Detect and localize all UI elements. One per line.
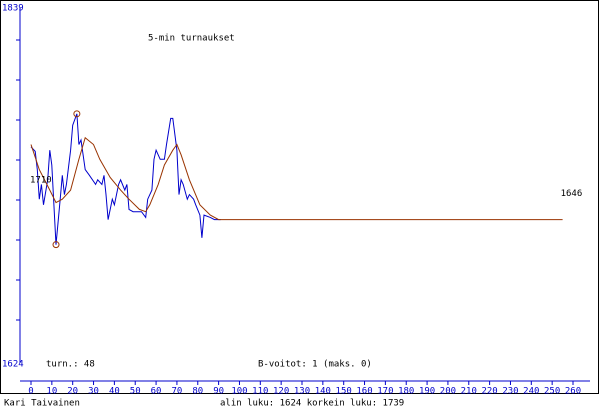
frame [0,0,599,394]
series-line [30,113,221,245]
chart-title: 5-min turnaukset [148,34,235,44]
author: Kari Taivainen [4,399,80,409]
x-tick-label: 170 [377,387,393,397]
x-tick-label: 150 [336,387,352,397]
x-tick-label: 40 [109,387,120,397]
x-tick-label: 160 [356,387,372,397]
extreme-marker [73,110,81,118]
extreme-marker [52,241,60,249]
x-tick-label: 220 [481,387,497,397]
x-tick-label: 110 [252,387,268,397]
x-tick-label: 180 [398,387,414,397]
x-tick-label: 80 [192,387,203,397]
x-tick-label: 140 [315,387,331,397]
x-tick-label: 260 [565,387,581,397]
games-count: turn.: 48 [46,360,95,370]
x-tick-label: 20 [67,387,78,397]
x-tick-label: 200 [440,387,456,397]
y-axis-ticks [16,39,20,321]
y-bottom-label: 1624 [2,360,24,370]
stats: alin luku: 1624 korkein luku: 1739 [220,399,404,409]
x-tick-label: 60 [151,387,162,397]
x-tick-label: 240 [523,387,539,397]
x-tick-label: 230 [502,387,518,397]
y-top-label: 1839 [2,4,24,14]
x-tick-label: 0 [28,387,33,397]
series-line [30,136,563,221]
x-tick-label: 90 [213,387,224,397]
x-tick-label: 190 [419,387,435,397]
x-tick-label: 10 [46,387,57,397]
start-value-label: 1710 [30,175,52,185]
x-tick-label: 70 [172,387,183,397]
x-tick-label: 210 [461,387,477,397]
x-tick-label: 120 [273,387,289,397]
wins-text: B-voitot: 1 (maks. 0) [258,360,372,370]
x-tick-label: 50 [130,387,141,397]
x-tick-label: 130 [294,387,310,397]
x-tick-label: 100 [231,387,247,397]
x-tick-label: 30 [88,387,99,397]
end-value-label: 1646 [561,189,583,199]
x-tick-label: 250 [544,387,560,397]
